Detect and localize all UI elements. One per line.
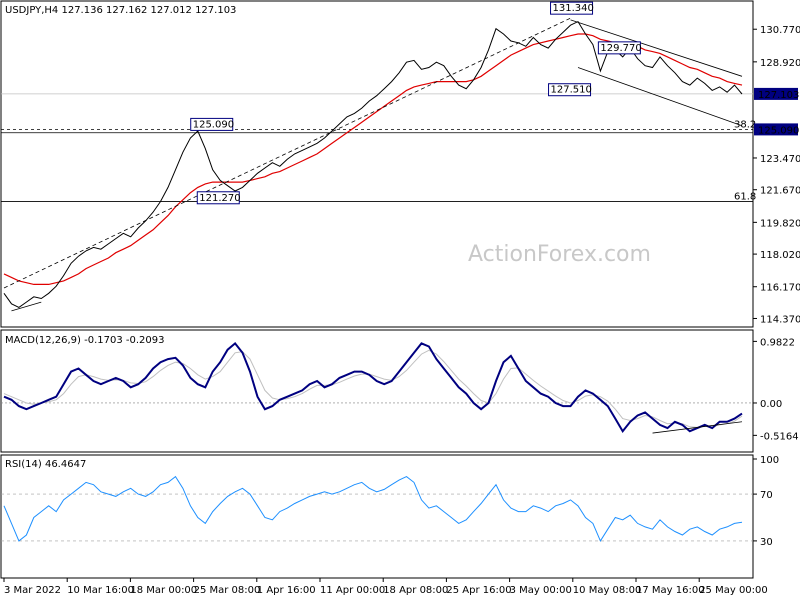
downtrend-line-lower — [577, 67, 743, 127]
y-tick-label: 123.470 — [760, 154, 800, 165]
fib-label: 61.8 — [734, 192, 756, 203]
fib-label: 38.2 — [734, 119, 756, 130]
rsi-panel-frame — [0, 454, 754, 579]
x-tick-label: 18 Mar 00:00 — [130, 585, 197, 596]
macd-panel-frame — [0, 329, 754, 453]
x-tick-label: 1 Apr 16:00 — [257, 585, 316, 596]
macd-signal-line — [3, 349, 743, 428]
rsi-header: RSI(14) 46.4647 — [5, 459, 86, 470]
y-tick-label: 128.920 — [760, 58, 800, 69]
macd-divergence-line — [652, 421, 743, 434]
x-tick-label: 25 May 00:00 — [699, 585, 768, 596]
y-tick-label: 130.770 — [760, 25, 800, 36]
y-tick-label: 127.103 — [758, 90, 799, 101]
x-tick-label: 11 Apr 00:00 — [320, 585, 385, 596]
x-tick-label: 3 Mar 2022 — [4, 585, 61, 596]
price-annotation-label: 125.090 — [193, 119, 234, 130]
macd-y-tick-label: -0.5164 — [760, 431, 799, 442]
y-tick-label: 125.090 — [758, 125, 799, 136]
macd-line — [3, 341, 743, 433]
price-annotation-label: 131.340 — [553, 3, 594, 14]
watermark: ActionForex.com — [468, 242, 651, 267]
price-annotation-box — [190, 117, 234, 131]
rsi-layer: 100 70 30 — [1, 455, 779, 548]
price-annotation-label: 121.270 — [199, 193, 240, 204]
macd-y-tick-label: 0.9822 — [760, 337, 795, 348]
x-tick-label: 25 Mar 08:00 — [194, 585, 261, 596]
downtrend-line-upper — [570, 19, 743, 77]
price-panel-frame — [0, 0, 754, 328]
support-line — [11, 301, 42, 312]
price-header: USDJPY,H4 127.136 127.162 127.012 127.10… — [5, 5, 236, 16]
rsi-y-tick-label: 30 — [760, 537, 773, 548]
rsi-y-tick-label: 100 — [760, 455, 779, 466]
x-tick-label: 25 Apr 16:00 — [446, 585, 511, 596]
macd-header: MACD(12,26,9) -0.1703 -0.2093 — [5, 335, 165, 346]
price-annotation-box — [597, 41, 641, 55]
y-tick-label: 118.020 — [760, 250, 800, 261]
x-tick-label: 3 May 00:00 — [510, 585, 572, 596]
price-annotation-label: 127.510 — [551, 85, 592, 96]
y-tick-highlight — [754, 123, 798, 136]
macd-y-tick-label: 0.00 — [760, 399, 782, 410]
rsi-y-tick-label: 70 — [760, 490, 773, 501]
y-tick-label: 114.370 — [760, 314, 800, 325]
price-annotation-box — [548, 83, 592, 97]
y-tick-highlight — [754, 87, 798, 100]
x-tick-label: 10 Mar 16:00 — [67, 585, 134, 596]
x-tick-label: 18 Apr 08:00 — [383, 585, 448, 596]
x-tick-label: 17 May 16:00 — [636, 585, 705, 596]
price-annotation-box — [550, 1, 594, 15]
price-annotation-label: 129.770 — [600, 43, 641, 54]
rsi-line — [3, 475, 743, 542]
y-tick-label: 121.670 — [760, 186, 800, 197]
price-annotation-box — [196, 191, 240, 205]
macd-layer: 0.9822 0.00 -0.5164 — [1, 337, 799, 442]
x-tick-label: 10 May 08:00 — [573, 585, 642, 596]
price-layer: 38.2 61.8 131.340 129.770 127.510 125.090 121.… — [1, 1, 800, 325]
y-tick-label: 116.170 — [760, 283, 800, 294]
y-tick-label: 119.820 — [760, 218, 800, 229]
